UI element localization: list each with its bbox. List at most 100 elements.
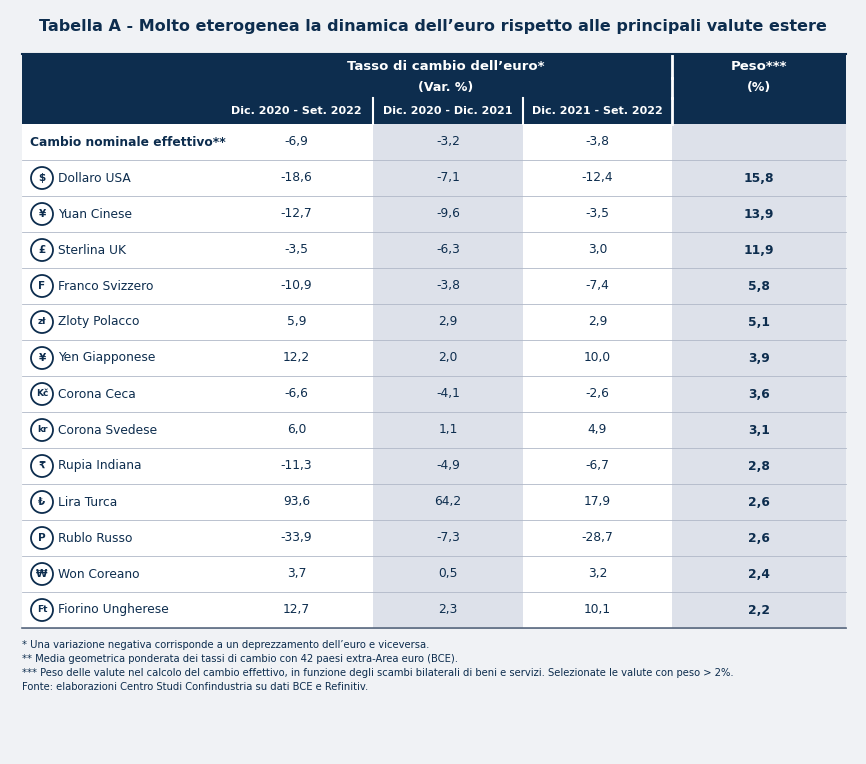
Circle shape <box>31 383 53 405</box>
Text: ₺: ₺ <box>38 497 46 507</box>
Bar <box>22 196 220 232</box>
Bar <box>523 160 672 196</box>
Bar <box>220 160 373 196</box>
Bar <box>220 484 373 520</box>
Circle shape <box>31 527 53 549</box>
Circle shape <box>31 275 53 297</box>
Text: 10,1: 10,1 <box>584 604 611 617</box>
Text: 2,9: 2,9 <box>588 316 607 329</box>
Bar <box>672 520 846 556</box>
Text: -7,4: -7,4 <box>585 280 610 293</box>
Text: Dollaro USA: Dollaro USA <box>58 171 131 184</box>
Circle shape <box>31 167 53 189</box>
Bar <box>220 78 672 98</box>
Bar <box>523 556 672 592</box>
Circle shape <box>31 347 53 369</box>
Text: -3,5: -3,5 <box>285 244 308 257</box>
Text: 2,2: 2,2 <box>748 604 770 617</box>
Bar <box>22 592 220 628</box>
Text: $: $ <box>38 173 46 183</box>
Bar <box>523 520 672 556</box>
Text: -12,4: -12,4 <box>582 171 613 184</box>
Bar <box>672 98 846 124</box>
Text: 15,8: 15,8 <box>744 171 774 184</box>
Bar <box>523 376 672 412</box>
Text: Dic. 2020 - Dic. 2021: Dic. 2020 - Dic. 2021 <box>384 106 513 116</box>
Text: ** Media geometrica ponderata dei tassi di cambio con 42 paesi extra-Area euro (: ** Media geometrica ponderata dei tassi … <box>22 654 458 664</box>
Text: 6,0: 6,0 <box>287 423 307 436</box>
Bar <box>22 304 220 340</box>
Bar <box>22 520 220 556</box>
Bar <box>523 98 672 124</box>
Bar <box>22 78 220 98</box>
Text: 3,7: 3,7 <box>287 568 307 581</box>
Text: 11,9: 11,9 <box>744 244 774 257</box>
Bar <box>373 592 523 628</box>
Text: -11,3: -11,3 <box>281 459 313 472</box>
Text: Corona Svedese: Corona Svedese <box>58 423 157 436</box>
Bar <box>373 340 523 376</box>
Bar <box>373 124 523 160</box>
Text: -3,5: -3,5 <box>585 208 610 221</box>
Bar <box>22 268 220 304</box>
Bar <box>373 98 523 124</box>
Text: Tabella A - Molto eterogenea la dinamica dell’euro rispetto alle principali valu: Tabella A - Molto eterogenea la dinamica… <box>39 18 827 34</box>
Text: 64,2: 64,2 <box>435 496 462 509</box>
Bar <box>672 54 846 78</box>
Text: -6,6: -6,6 <box>285 387 308 400</box>
Circle shape <box>31 239 53 261</box>
Text: F: F <box>38 281 46 291</box>
Bar <box>523 412 672 448</box>
Text: 3,2: 3,2 <box>588 568 607 581</box>
Circle shape <box>31 419 53 441</box>
Bar <box>220 592 373 628</box>
Bar <box>22 448 220 484</box>
Text: 2,6: 2,6 <box>748 496 770 509</box>
Bar <box>373 520 523 556</box>
Text: 12,2: 12,2 <box>283 351 310 364</box>
Circle shape <box>31 599 53 621</box>
Bar <box>220 448 373 484</box>
Text: Sterlina UK: Sterlina UK <box>58 244 126 257</box>
Bar <box>373 556 523 592</box>
Text: 0,5: 0,5 <box>438 568 458 581</box>
Text: 2,9: 2,9 <box>438 316 458 329</box>
Bar <box>220 304 373 340</box>
Text: Fiorino Ungherese: Fiorino Ungherese <box>58 604 169 617</box>
Bar <box>672 268 846 304</box>
Text: P: P <box>38 533 46 543</box>
Text: -4,1: -4,1 <box>436 387 460 400</box>
Text: -28,7: -28,7 <box>582 532 613 545</box>
Bar <box>22 124 220 160</box>
Text: -9,6: -9,6 <box>436 208 460 221</box>
Text: Won Coreano: Won Coreano <box>58 568 139 581</box>
Text: -2,6: -2,6 <box>585 387 610 400</box>
Text: Corona Ceca: Corona Ceca <box>58 387 136 400</box>
Bar <box>373 412 523 448</box>
Text: -6,7: -6,7 <box>585 459 610 472</box>
Text: -7,3: -7,3 <box>436 532 460 545</box>
Bar <box>22 54 846 628</box>
Bar <box>373 304 523 340</box>
Text: 5,9: 5,9 <box>287 316 307 329</box>
Circle shape <box>31 455 53 477</box>
Text: -6,3: -6,3 <box>436 244 460 257</box>
Bar <box>22 232 220 268</box>
Text: -3,8: -3,8 <box>436 280 460 293</box>
Bar <box>220 54 672 78</box>
Bar <box>523 484 672 520</box>
Bar <box>220 196 373 232</box>
Text: 12,7: 12,7 <box>283 604 310 617</box>
Text: -3,8: -3,8 <box>585 135 610 148</box>
Bar <box>22 484 220 520</box>
Text: 93,6: 93,6 <box>283 496 310 509</box>
Bar <box>523 340 672 376</box>
Text: Yuan Cinese: Yuan Cinese <box>58 208 132 221</box>
Text: 10,0: 10,0 <box>584 351 611 364</box>
Bar <box>672 340 846 376</box>
Text: -10,9: -10,9 <box>281 280 313 293</box>
Text: Zloty Polacco: Zloty Polacco <box>58 316 139 329</box>
Bar <box>373 484 523 520</box>
Circle shape <box>31 203 53 225</box>
Circle shape <box>31 491 53 513</box>
